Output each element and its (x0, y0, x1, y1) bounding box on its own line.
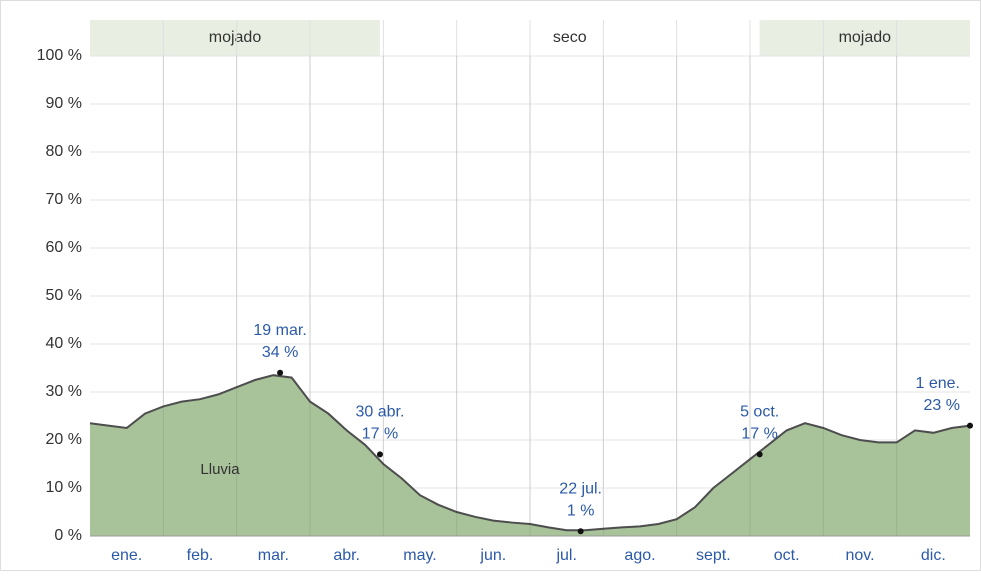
area-fill (90, 375, 970, 536)
annotation-value: 17 % (362, 426, 398, 443)
y-tick-label: 20 % (46, 431, 82, 448)
annotation-date: 19 mar. (253, 322, 306, 339)
x-tick-label: jul. (555, 547, 576, 564)
season-band (90, 20, 380, 56)
area-line (89, 374, 971, 532)
annotation-dot (577, 528, 584, 535)
y-tick-label: 30 % (46, 383, 82, 400)
x-tick-label: sept. (696, 547, 731, 564)
annotation-date: 1 ene. (916, 375, 960, 392)
annotation-date: 22 jul. (559, 480, 602, 497)
x-tick-label: dic. (921, 547, 946, 564)
x-tick-label: ago. (624, 547, 655, 564)
y-tick-label: 100 % (37, 47, 82, 64)
season-label: seco (553, 29, 587, 46)
y-tick-label: 80 % (46, 143, 82, 160)
annotation-value: 1 % (567, 502, 595, 519)
season-label: mojado (209, 29, 262, 46)
x-tick-label: may. (403, 547, 436, 564)
annotation-value: 34 % (262, 344, 298, 361)
season-label: mojado (839, 29, 892, 46)
x-tick-label: feb. (187, 547, 214, 564)
annotation-value: 23 % (924, 397, 960, 414)
y-tick-label: 70 % (46, 191, 82, 208)
x-tick-label: ene. (111, 547, 142, 564)
annotation-date: 5 oct. (740, 404, 779, 421)
x-tick-label: nov. (845, 547, 874, 564)
x-tick-label: abr. (333, 547, 360, 564)
season-band (759, 20, 970, 56)
y-tick-label: 10 % (46, 479, 82, 496)
series-label: Lluvia (200, 461, 240, 478)
x-tick-label: mar. (258, 547, 289, 564)
y-tick-label: 60 % (46, 239, 82, 256)
y-tick-label: 50 % (46, 287, 82, 304)
y-tick-label: 40 % (46, 335, 82, 352)
annotation-date: 30 abr. (355, 404, 404, 421)
x-tick-label: jun. (479, 547, 506, 564)
annotation-value: 17 % (741, 426, 777, 443)
season-band (379, 20, 760, 56)
annotation-dot (277, 369, 284, 376)
annotation-dot (376, 451, 383, 458)
annotation-dot (756, 451, 763, 458)
y-tick-label: 0 % (54, 527, 82, 544)
annotation-dot (967, 422, 973, 429)
x-tick-label: oct. (774, 547, 800, 564)
y-tick-label: 90 % (46, 95, 82, 112)
